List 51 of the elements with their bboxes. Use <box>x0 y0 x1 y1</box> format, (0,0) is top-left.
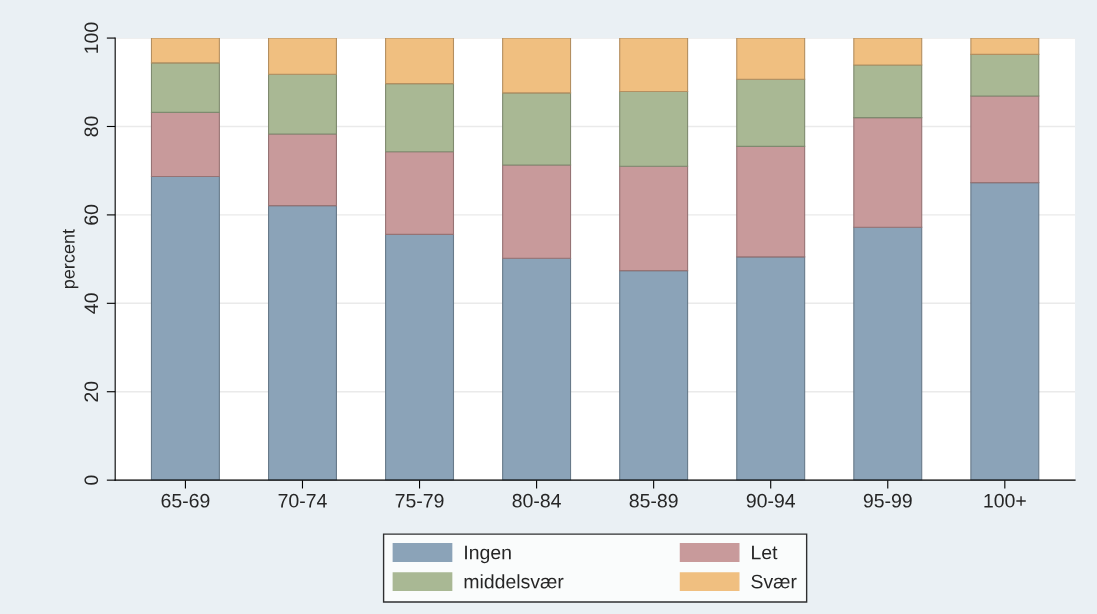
bar <box>267 38 337 75</box>
bar <box>385 151 455 235</box>
bar <box>736 38 806 80</box>
x-tick-label: 100+ <box>984 493 1026 508</box>
bar <box>502 92 572 166</box>
legend-label: middelsvær <box>464 574 564 589</box>
x-tick-label: 65-69 <box>161 493 210 508</box>
bar <box>970 95 1040 184</box>
bar <box>970 53 1040 97</box>
bar <box>267 73 337 135</box>
bar <box>150 38 220 64</box>
bar <box>853 64 923 119</box>
bar <box>150 111 220 177</box>
x-tick-label: 90-94 <box>746 493 796 508</box>
bar <box>736 145 806 258</box>
y-tick-label: 40 <box>84 293 99 314</box>
x-tick-label: 95-99 <box>863 493 912 508</box>
x-tick-label: 70-74 <box>278 493 327 508</box>
x-tick-label: 85-89 <box>629 493 678 508</box>
bar <box>619 38 689 93</box>
x-tick-label: 80-84 <box>512 493 561 508</box>
bar <box>619 165 689 272</box>
y-axis-title: percent <box>62 229 79 289</box>
bar <box>150 62 220 113</box>
legend-label: Let <box>752 545 778 560</box>
bar <box>970 38 1040 55</box>
y-tick-label: 60 <box>84 204 99 225</box>
bar <box>267 205 337 481</box>
bar <box>267 133 337 207</box>
legend-label: Svær <box>751 574 797 589</box>
bar <box>736 78 806 147</box>
bar <box>853 117 923 228</box>
bar <box>736 256 806 481</box>
y-tick-label: 20 <box>84 381 99 402</box>
bar <box>385 233 455 481</box>
bar <box>502 38 572 94</box>
y-tick-label: 80 <box>84 116 99 137</box>
bar <box>502 164 572 259</box>
bar <box>619 91 689 167</box>
legend-label: Ingen <box>465 545 511 564</box>
bar <box>853 38 923 66</box>
bar <box>502 257 572 481</box>
bar <box>150 175 220 481</box>
y-tick-label: 100 <box>84 22 99 53</box>
bar <box>619 270 689 481</box>
bar <box>385 83 455 153</box>
x-tick-label: 75-79 <box>395 493 444 508</box>
y-tick-label: 0 <box>84 475 99 485</box>
bar <box>970 182 1040 481</box>
bar <box>853 226 923 481</box>
bar <box>385 38 455 85</box>
